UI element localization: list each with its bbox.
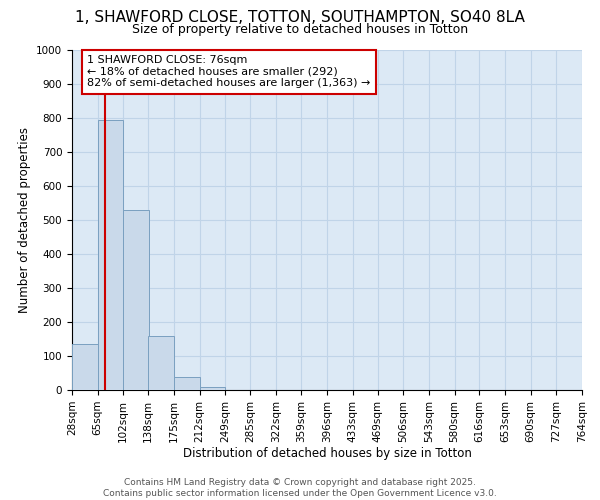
Bar	[72, 344, 98, 390]
Text: 1 SHAWFORD CLOSE: 76sqm
← 18% of detached houses are smaller (292)
82% of semi-d: 1 SHAWFORD CLOSE: 76sqm ← 18% of detache…	[88, 55, 371, 88]
Text: Size of property relative to detached houses in Totton: Size of property relative to detached ho…	[132, 22, 468, 36]
Text: Contains HM Land Registry data © Crown copyright and database right 2025.
Contai: Contains HM Land Registry data © Crown c…	[103, 478, 497, 498]
Text: 1, SHAWFORD CLOSE, TOTTON, SOUTHAMPTON, SO40 8LA: 1, SHAWFORD CLOSE, TOTTON, SOUTHAMPTON, …	[75, 10, 525, 25]
Bar	[123, 210, 149, 390]
Bar	[98, 120, 123, 390]
Y-axis label: Number of detached properties: Number of detached properties	[17, 127, 31, 313]
Bar	[148, 336, 174, 390]
X-axis label: Distribution of detached houses by size in Totton: Distribution of detached houses by size …	[182, 448, 472, 460]
Bar	[199, 386, 225, 390]
Bar	[174, 378, 199, 390]
